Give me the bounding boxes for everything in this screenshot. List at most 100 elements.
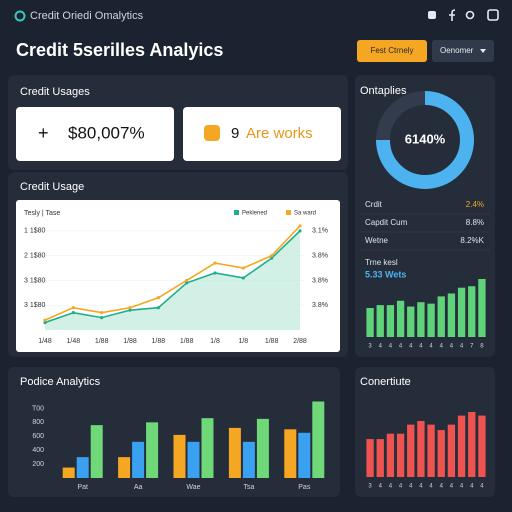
bar: [298, 432, 311, 478]
point: [156, 306, 160, 310]
bar: [228, 427, 241, 478]
y2-tick-label: 3.8%: [312, 302, 328, 309]
x-tick-label: 1/8: [238, 338, 248, 345]
x-tick-label: 2/88: [293, 338, 307, 345]
point: [71, 306, 75, 310]
point: [43, 320, 47, 325]
icon-settings[interactable]: [428, 11, 436, 19]
point: [185, 278, 189, 283]
stat-card: [183, 107, 341, 161]
x-tick-label: 4: [450, 484, 454, 490]
point: [241, 266, 245, 270]
y-tick-label: 600: [32, 433, 44, 440]
point: [298, 229, 302, 233]
y-tick-label: 800: [32, 419, 44, 426]
x-tick-label: 1/88: [152, 338, 166, 345]
x-tick-label: 4: [470, 484, 474, 490]
panel-title: Ontaplies: [360, 85, 407, 97]
x-tick-label: Tsa: [243, 484, 254, 491]
bar: [376, 305, 384, 337]
stat-value: 2.4%: [466, 200, 484, 209]
panel-title: Credit Usage: [20, 181, 84, 193]
x-tick-label: 4: [409, 484, 413, 490]
bar: [242, 441, 255, 478]
card-number: 9: [231, 125, 239, 142]
point: [270, 256, 274, 260]
point: [128, 306, 132, 310]
primary-button[interactable]: [357, 40, 427, 62]
bar: [468, 412, 476, 477]
y2-tick-label: 3.8%: [312, 252, 328, 259]
card-symbol: +: [38, 123, 49, 143]
x-tick-label: 1/48: [38, 338, 52, 345]
x-tick-label: 4: [440, 344, 444, 350]
bar: [478, 415, 486, 477]
point: [213, 261, 217, 265]
bar: [437, 296, 445, 337]
bar: [447, 424, 456, 477]
point: [298, 224, 302, 228]
x-tick-label: 4: [379, 484, 383, 490]
bar: [376, 439, 384, 477]
x-tick-label: 4: [399, 344, 403, 350]
bar: [90, 425, 103, 478]
point: [156, 296, 160, 300]
x-tick-label: Pat: [77, 484, 88, 491]
stat-label: Wetne: [365, 236, 389, 245]
y-tick-label: 3 1$80: [24, 302, 46, 309]
bar: [396, 433, 405, 477]
x-tick-label: 4: [399, 484, 403, 490]
x-tick-label: 8: [480, 344, 484, 350]
x-tick-label: 1/8: [210, 338, 220, 345]
card-value: $80,007%: [68, 123, 145, 142]
point: [71, 311, 75, 315]
bar: [468, 286, 476, 337]
icon-social[interactable]: [449, 9, 456, 21]
icon-search[interactable]: [465, 10, 475, 20]
x-tick-label: 4: [480, 484, 484, 490]
x-tick-label: Wae: [186, 484, 200, 491]
bar: [366, 308, 374, 337]
x-tick-label: 3: [368, 344, 372, 350]
bar: [76, 457, 89, 478]
icon-user[interactable]: [487, 9, 499, 21]
bar: [396, 300, 405, 337]
x-tick-label: 4: [440, 484, 444, 490]
card-icon: [204, 125, 220, 141]
y-tick-label: 3 1$80: [24, 277, 46, 284]
bar: [407, 306, 415, 337]
stat-value: 8.2%K: [460, 236, 484, 245]
bar: [427, 303, 435, 337]
point: [270, 254, 274, 258]
bar: [146, 422, 159, 478]
chart-title: Trne kesl: [365, 258, 398, 267]
y-tick-label: T00: [32, 405, 44, 412]
x-tick-label: 4: [389, 484, 393, 490]
dropdown-caret[interactable]: [480, 49, 486, 53]
dropdown[interactable]: [432, 40, 494, 62]
area: [45, 230, 300, 330]
point: [213, 271, 217, 275]
chart-subtitle: 5.33 Wets: [365, 269, 406, 279]
y2-tick-label: 3.1%: [312, 228, 328, 235]
line: [44, 230, 301, 324]
stat-card: [16, 107, 174, 161]
x-tick-label: 4: [450, 344, 454, 350]
bar: [118, 457, 131, 478]
line: [44, 225, 301, 321]
bar: [457, 415, 466, 477]
primary-button-label[interactable]: Fest Ctrnely: [370, 46, 413, 55]
bar: [427, 424, 435, 477]
bar: [256, 418, 269, 478]
legend-swatch: [234, 210, 239, 215]
x-tick-label: 4: [460, 344, 464, 350]
bar: [173, 434, 186, 478]
stat-label: Capdit Cum: [365, 218, 408, 227]
dropdown-label[interactable]: Oenomer: [440, 46, 474, 55]
x-tick-label: 1/88: [265, 338, 279, 345]
x-tick-label: 4: [379, 344, 383, 350]
x-tick-label: 1/88: [123, 338, 137, 345]
y-tick-label: 2 1$80: [24, 252, 46, 259]
bar: [284, 429, 297, 478]
bar: [457, 287, 466, 337]
